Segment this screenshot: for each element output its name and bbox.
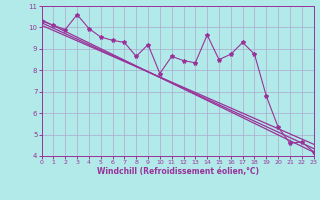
X-axis label: Windchill (Refroidissement éolien,°C): Windchill (Refroidissement éolien,°C)	[97, 167, 259, 176]
